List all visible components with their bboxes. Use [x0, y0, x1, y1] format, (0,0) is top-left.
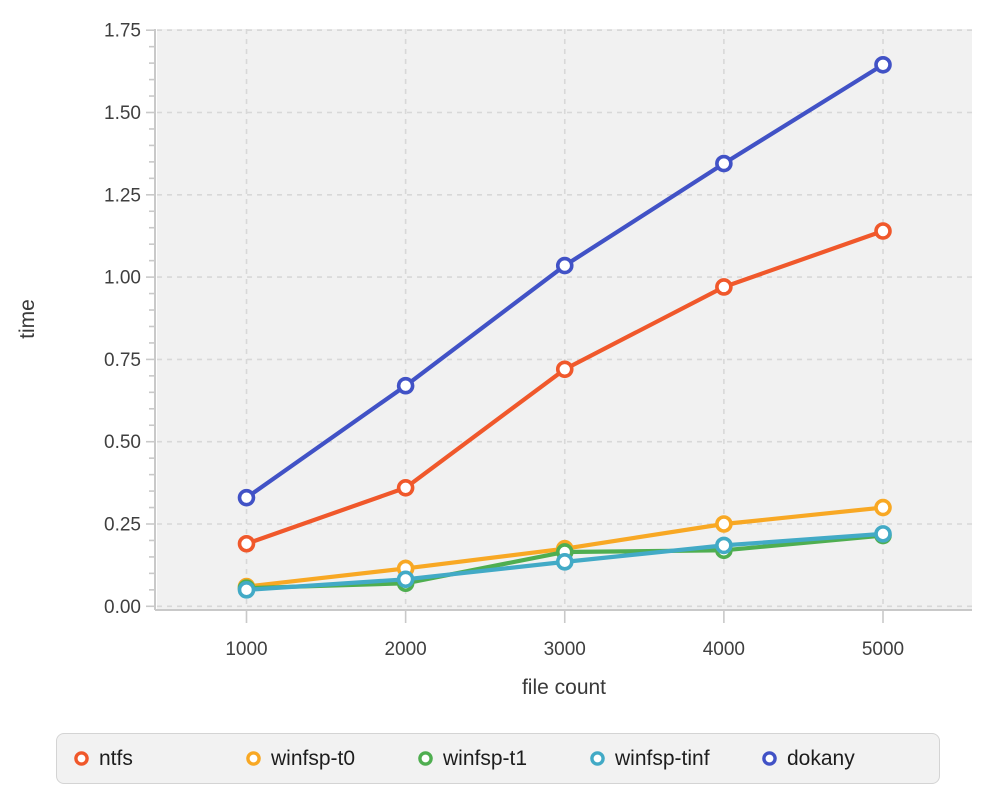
svg-text:0.25: 0.25 [104, 515, 141, 536]
legend-marker-dokany-icon [762, 751, 777, 766]
legend-label-winfsp-t1: winfsp-t1 [443, 746, 528, 770]
legend-item-dokany: dokany [761, 747, 855, 771]
legend-label-winfsp-t0: winfsp-t0 [271, 746, 356, 770]
svg-text:2000: 2000 [384, 639, 426, 660]
data-point-ntfs-2000 [396, 478, 415, 497]
legend-item-winfsp-t0: winfsp-t0 [245, 747, 417, 771]
svg-text:1.75: 1.75 [104, 21, 141, 42]
legend-marker-ntfs-icon [74, 751, 89, 766]
svg-text:0.00: 0.00 [104, 597, 141, 618]
svg-text:1000: 1000 [225, 639, 267, 660]
data-point-winfsp-tinf-2000 [396, 570, 415, 589]
data-point-winfsp-tinf-3000 [555, 553, 574, 571]
data-point-dokany-1000 [237, 488, 256, 507]
svg-text:0.75: 0.75 [104, 350, 141, 371]
data-point-dokany-4000 [715, 154, 733, 173]
legend-label-winfsp-tinf: winfsp-tinf [615, 746, 710, 770]
svg-text:0.50: 0.50 [104, 432, 141, 453]
tick-marks [146, 29, 884, 623]
svg-text:3000: 3000 [544, 639, 586, 660]
data-point-dokany-2000 [396, 376, 415, 395]
data-point-winfsp-tinf-5000 [874, 525, 892, 543]
svg-text:1.50: 1.50 [104, 103, 141, 124]
chart-canvas: 0.00 0.25 0.50 0.75 1.00 1.25 1.50 1.75 1000 2000… [104, 21, 972, 660]
svg-text:1.00: 1.00 [104, 268, 141, 289]
legend-label-ntfs: ntfs [99, 746, 133, 770]
legend-item-ntfs: ntfs [73, 747, 245, 771]
data-point-dokany-3000 [555, 256, 574, 275]
data-point-winfsp-t0-4000 [715, 515, 733, 533]
data-point-winfsp-t0-5000 [874, 498, 892, 517]
x-axis-title: file count [521, 676, 607, 699]
data-point-ntfs-4000 [715, 278, 733, 296]
legend-item-winfsp-tinf: winfsp-tinf [589, 747, 761, 771]
data-point-ntfs-5000 [874, 222, 892, 240]
legend-item-winfsp-t1: winfsp-t1 [417, 747, 589, 771]
svg-text:5000: 5000 [862, 639, 904, 660]
y-axis-title: time [16, 299, 39, 339]
svg-text:4000: 4000 [703, 639, 745, 660]
svg-text:1.25: 1.25 [104, 185, 141, 206]
x-tick-labels: 1000 2000 3000 4000 5000 [225, 639, 904, 660]
data-point-winfsp-tinf-4000 [715, 536, 733, 555]
series-dokany [237, 55, 892, 507]
axes [154, 29, 972, 611]
legend-marker-winfsp-t0-icon [246, 751, 261, 766]
y-tick-labels: 0.00 0.25 0.50 0.75 1.00 1.25 1.50 1.75 [104, 21, 141, 618]
line-chart: 0.00 0.25 0.50 0.75 1.00 1.25 1.50 1.75 1000 2000… [16, 21, 972, 699]
legend-marker-winfsp-t1-icon [418, 751, 433, 766]
series-ntfs [237, 222, 892, 553]
series-winfsp-tinf [237, 525, 892, 599]
legend-label-dokany: dokany [787, 746, 855, 770]
data-point-dokany-5000 [874, 55, 892, 74]
legend: ntfs winfsp-t0 winfsp-t1 winfsp-tinf dokany [56, 733, 940, 784]
data-point-winfsp-tinf-1000 [237, 581, 256, 599]
legend-marker-winfsp-tinf-icon [590, 751, 605, 766]
data-point-ntfs-3000 [555, 360, 574, 379]
data-point-ntfs-1000 [237, 534, 256, 553]
